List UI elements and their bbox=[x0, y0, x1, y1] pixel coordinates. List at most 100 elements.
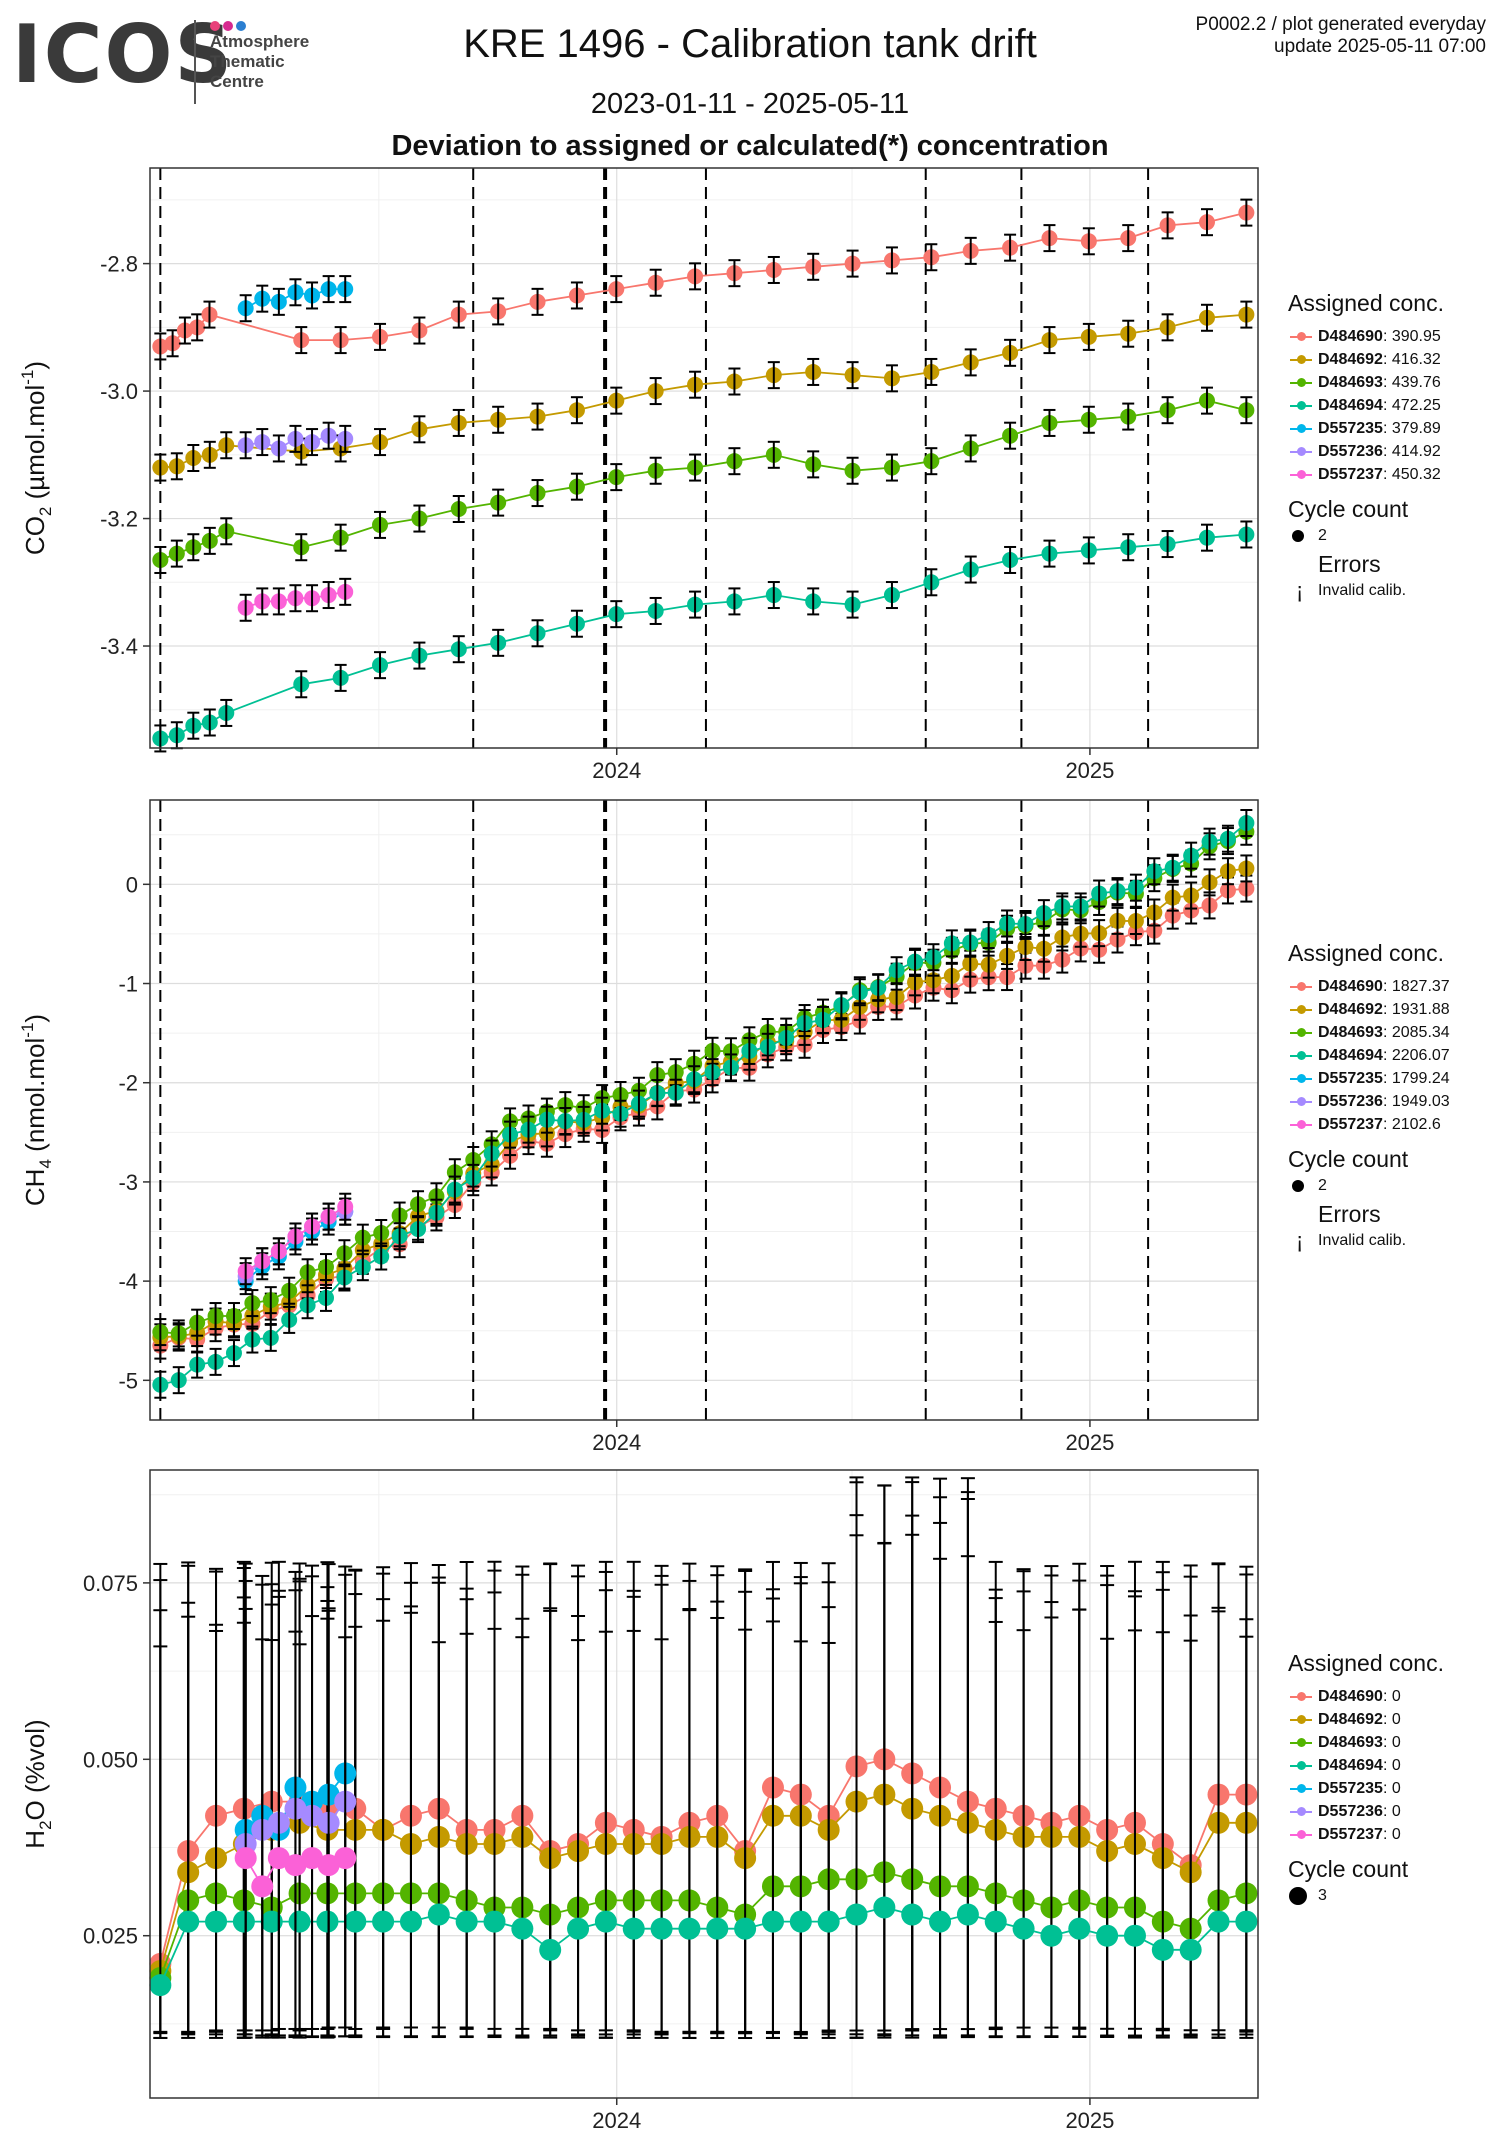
legend-item-value: : 2085.34 bbox=[1382, 1024, 1450, 1041]
data-point bbox=[1207, 1910, 1230, 1933]
plot-background bbox=[150, 800, 1258, 1420]
legend-key bbox=[1288, 1044, 1314, 1067]
data-point bbox=[984, 1910, 1007, 1933]
legend-item-name: D557236 bbox=[1318, 443, 1383, 460]
cycle-count-item: 2 bbox=[1288, 523, 1444, 549]
legend-key-dot bbox=[1297, 332, 1306, 341]
plot-border bbox=[149, 1469, 1259, 2099]
y-tick-label: 0.075 bbox=[83, 1571, 138, 1596]
legend-item-name: D484690 bbox=[1318, 328, 1383, 345]
legend-key bbox=[1288, 417, 1314, 440]
y-tick-label: -3 bbox=[118, 1170, 138, 1195]
legend-item-value: : 0 bbox=[1382, 1803, 1401, 1820]
legend-item-name: D557235 bbox=[1318, 420, 1383, 437]
series-line bbox=[159, 1871, 1247, 1979]
legend-key-dot bbox=[1297, 470, 1306, 479]
plot-background bbox=[150, 168, 1258, 748]
data-point bbox=[650, 1917, 673, 1940]
cycle-count-dot bbox=[1292, 1180, 1304, 1192]
data-point bbox=[1123, 1924, 1146, 1947]
data-point bbox=[511, 1917, 534, 1940]
errors-item: ¡ Invalid calib. bbox=[1288, 578, 1444, 604]
data-point bbox=[316, 1910, 339, 1933]
data-point bbox=[483, 1910, 506, 1933]
logo-dot bbox=[223, 21, 233, 31]
logo-subtitle: Atmosphere Thematic Centre bbox=[210, 32, 309, 92]
legend-item-value: : 0 bbox=[1382, 1826, 1401, 1843]
legend-key bbox=[1288, 1113, 1314, 1136]
legend-item-name: D484692 bbox=[1318, 1001, 1383, 1018]
legend-key bbox=[1288, 1067, 1314, 1090]
data-point bbox=[1151, 1938, 1174, 1961]
x-tick-label: 2024 bbox=[592, 2108, 641, 2133]
data-point bbox=[399, 1910, 422, 1933]
legend-key bbox=[1288, 394, 1314, 417]
legend-item-value: : 0 bbox=[1382, 1757, 1401, 1774]
legend-item-name: D557236 bbox=[1318, 1093, 1383, 1110]
legend-panel-1: Assigned conc. D484690: 390.95 D484692: 41… bbox=[1288, 290, 1444, 604]
y-tick-label: 0 bbox=[126, 872, 138, 897]
series-D484692 bbox=[152, 300, 1255, 482]
gen-info-line: P0002.2 / plot generated everyday bbox=[1195, 14, 1486, 35]
data-point bbox=[1096, 1924, 1119, 1947]
legend-item: D484690: 390.95 bbox=[1288, 325, 1444, 348]
x-tick-label: 2024 bbox=[592, 758, 641, 783]
legend-key bbox=[1288, 371, 1314, 394]
legend-key-dot bbox=[1297, 378, 1306, 387]
data-point bbox=[678, 1917, 701, 1940]
legend-item: D484694: 0 bbox=[1288, 1754, 1444, 1777]
legend-item: D557236: 414.92 bbox=[1288, 440, 1444, 463]
cycle-count-value: 2 bbox=[1318, 527, 1327, 544]
legend-item-name: D557237 bbox=[1318, 466, 1383, 483]
legend-item: D557235: 379.89 bbox=[1288, 417, 1444, 440]
legend-key bbox=[1288, 1021, 1314, 1044]
legend-key bbox=[1288, 1731, 1314, 1754]
y-tick-label: -4 bbox=[118, 1269, 138, 1294]
legend-item-value: : 0 bbox=[1382, 1711, 1401, 1728]
gen-info-line: update 2025-05-11 07:00 bbox=[1274, 36, 1486, 57]
plot-subtitle: Deviation to assigned or calculated(*) c… bbox=[391, 130, 1109, 162]
legend-item-name: D484694 bbox=[1318, 397, 1383, 414]
data-point bbox=[301, 1847, 324, 1870]
series-D484693 bbox=[152, 386, 1255, 574]
legend-item-name: D484694 bbox=[1318, 1757, 1383, 1774]
data-point bbox=[455, 1910, 478, 1933]
legend-item-value: : 1827.37 bbox=[1382, 978, 1450, 995]
data-point bbox=[232, 1910, 255, 1933]
series-D484694 bbox=[152, 520, 1255, 753]
cycle-count-value: 2 bbox=[1318, 1177, 1327, 1194]
icos-logo: ICOS Atmosphere Thematic Centre bbox=[12, 8, 322, 104]
legend-item-name: D484692 bbox=[1318, 351, 1383, 368]
legend-item: D484693: 439.76 bbox=[1288, 371, 1444, 394]
series-D484694 bbox=[149, 1476, 1258, 2040]
cycle-count-item: 3 bbox=[1288, 1883, 1444, 1909]
errors-value: Invalid calib. bbox=[1318, 582, 1407, 599]
legend-key-dot bbox=[1297, 1074, 1306, 1083]
data-point bbox=[251, 1875, 274, 1898]
series-D557236 bbox=[237, 421, 354, 463]
legend-key-dot bbox=[1297, 1715, 1306, 1724]
logo-line: Centre bbox=[210, 72, 264, 91]
data-point bbox=[317, 1854, 340, 1877]
cycle-count-title: Cycle count bbox=[1288, 1146, 1409, 1172]
legend-item: D484694: 2206.07 bbox=[1288, 1044, 1450, 1067]
legend-item-value: : 2102.6 bbox=[1382, 1116, 1441, 1133]
logo-dot bbox=[236, 21, 246, 31]
page-title: KRE 1496 - Calibration tank drift bbox=[463, 22, 1037, 66]
cycle-count-dot bbox=[1289, 1887, 1307, 1905]
legend-item-name: D557235 bbox=[1318, 1070, 1383, 1087]
legend-key-dot bbox=[1297, 1692, 1306, 1701]
legend-item: D557235: 0 bbox=[1288, 1777, 1444, 1800]
legend-key bbox=[1288, 1090, 1314, 1113]
plot-background bbox=[150, 1470, 1258, 2098]
legend-item-value: : 416.32 bbox=[1382, 351, 1441, 368]
y-tick-label: 0.025 bbox=[83, 1924, 138, 1949]
legend-panel-3: Assigned conc. D484690: 0 D484692: 0 D48469… bbox=[1288, 1650, 1444, 1909]
series-line bbox=[159, 1793, 1247, 1972]
series-line bbox=[159, 1906, 1247, 1986]
cycle-count-item: 2 bbox=[1288, 1173, 1450, 1199]
legend-key-dot bbox=[1297, 1097, 1306, 1106]
plot-border bbox=[149, 799, 1259, 1421]
legend-item-value: : 0 bbox=[1382, 1780, 1401, 1797]
chart-panel-2: 0 -1 -2 -3 -4 -5 2024 2025 CH4 (nmol.mol-1) bbox=[18, 799, 1259, 1455]
